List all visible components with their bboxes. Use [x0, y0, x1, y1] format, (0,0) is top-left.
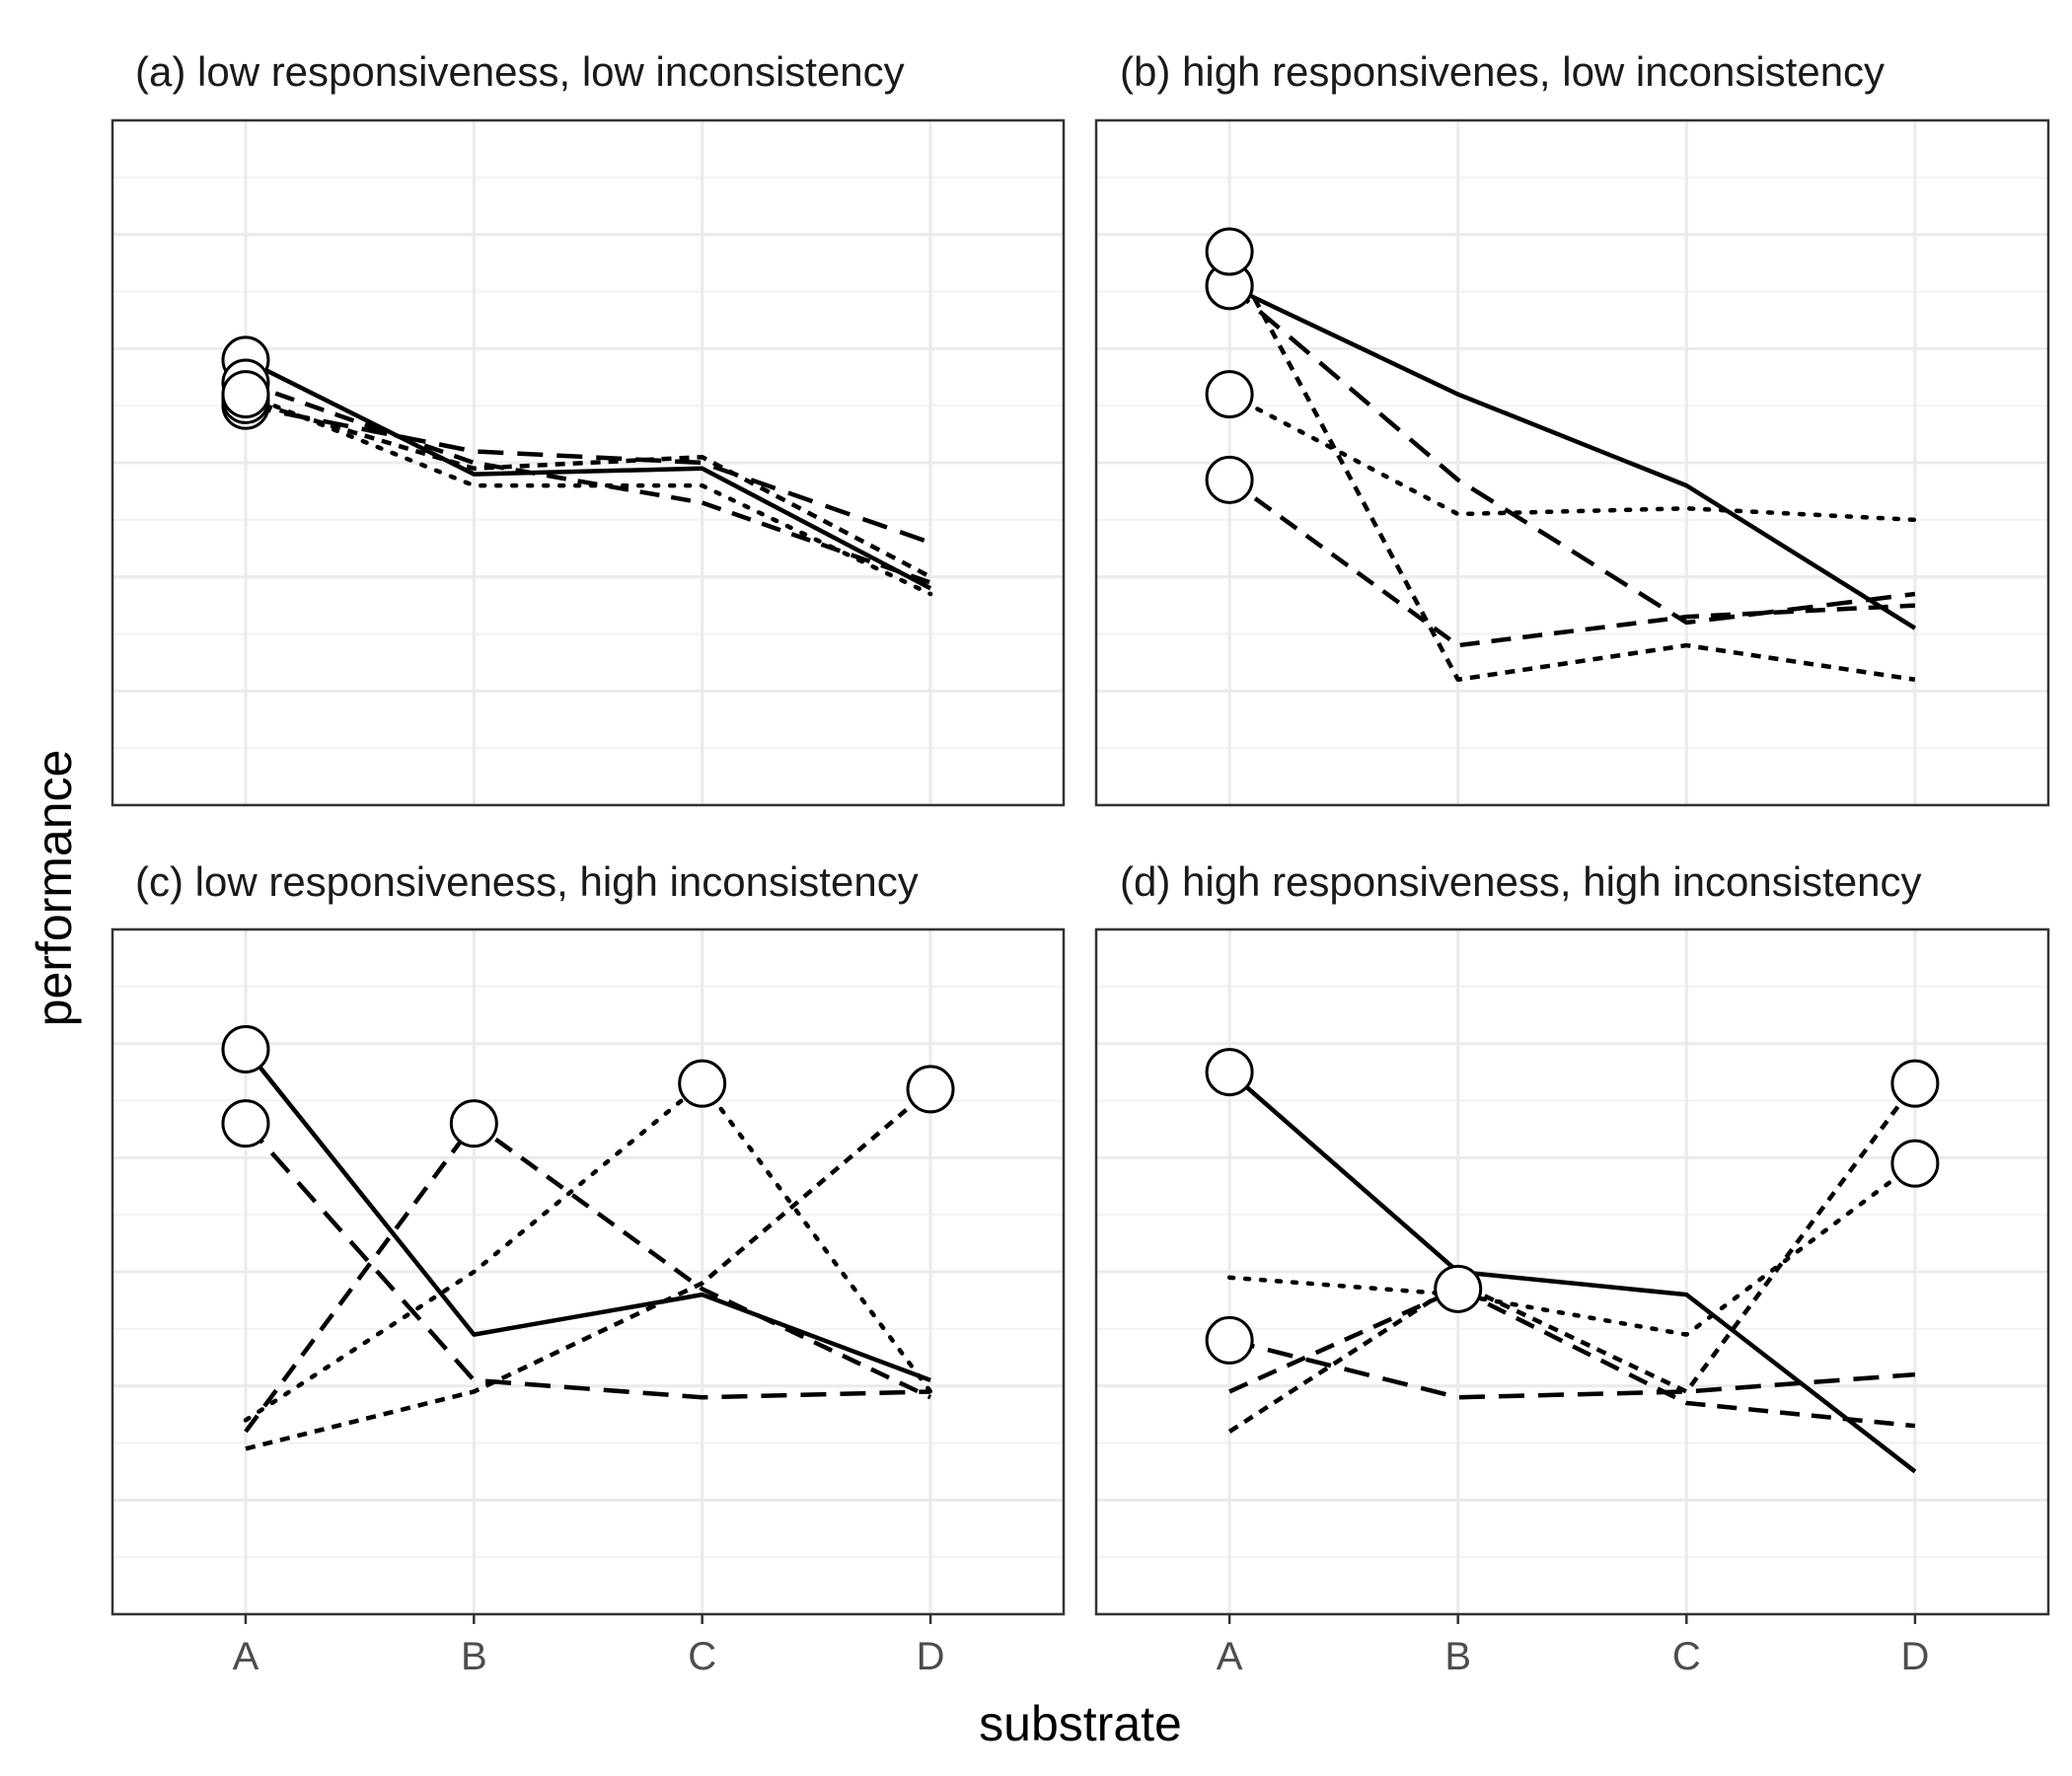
- series-line-solid: [1227, 1070, 1917, 1474]
- series-line-dashed: [245, 380, 931, 585]
- best-substrate-marker: [1205, 455, 1254, 504]
- best-substrate-marker: [1434, 1264, 1483, 1313]
- x-tick-label-A: A: [233, 1635, 259, 1678]
- x-tick-label-C: C: [1672, 1635, 1701, 1678]
- panel-b: [1094, 118, 2050, 807]
- panel-border-d: [1094, 927, 2050, 1616]
- best-substrate-marker: [1890, 1139, 1940, 1188]
- series-line-dotted: [1226, 1160, 1918, 1337]
- panel-c: [111, 927, 1066, 1616]
- x-tick-label-B: B: [1444, 1635, 1471, 1678]
- x-tick-label-A: A: [1217, 1635, 1243, 1678]
- best-substrate-marker: [1890, 1059, 1940, 1108]
- series-line-dashed: [1227, 478, 1916, 648]
- series-line-dotted: [243, 392, 933, 597]
- best-substrate-marker: [221, 370, 270, 419]
- panel-title-b: (b) high responsivenes, low inconsistenc…: [1120, 48, 1885, 95]
- series-line-shortdash: [245, 1087, 932, 1451]
- series-line-dashed: [244, 1121, 932, 1434]
- best-substrate-marker: [678, 1059, 727, 1108]
- panel-border-a: [111, 118, 1066, 807]
- best-substrate-marker: [1205, 227, 1254, 276]
- best-substrate-marker: [221, 1024, 270, 1073]
- series-line-solid: [244, 357, 932, 591]
- panel-title-a: (a) low responsiveness, low inconsistenc…: [135, 48, 905, 95]
- series-line-solid: [1228, 283, 1917, 630]
- panel-border-b: [1094, 118, 2050, 807]
- best-substrate-marker: [1205, 370, 1254, 419]
- best-substrate-marker: [1205, 1048, 1254, 1097]
- panel-border-c: [111, 927, 1066, 1616]
- x-tick-label-C: C: [688, 1635, 716, 1678]
- best-substrate-marker: [906, 1065, 955, 1114]
- panel-title-d: (d) high responsiveness, high inconsiste…: [1120, 858, 1921, 905]
- panel-title-c: (c) low responsiveness, high inconsisten…: [135, 858, 919, 905]
- x-tick-label-B: B: [461, 1635, 487, 1678]
- series-line-solid: [244, 1048, 931, 1382]
- series-line-shortdash: [1227, 1081, 1917, 1434]
- y-axis-title: performance: [27, 750, 82, 1027]
- series-line-longdash: [244, 1122, 931, 1400]
- best-substrate-marker: [221, 1099, 270, 1148]
- series-line-dotted: [243, 1080, 933, 1423]
- x-tick-label-D: D: [1900, 1635, 1929, 1678]
- x-axis-title: substrate: [979, 1696, 1182, 1751]
- best-substrate-marker: [1205, 1315, 1254, 1365]
- series-line-shortdash: [245, 398, 932, 579]
- series-line-longdash: [1227, 284, 1916, 626]
- x-tick-label-D: D: [917, 1635, 945, 1678]
- series-line-dotted: [1226, 392, 1918, 523]
- panel-a: [111, 118, 1066, 807]
- best-substrate-marker: [449, 1099, 498, 1148]
- panel-d: [1094, 927, 2050, 1616]
